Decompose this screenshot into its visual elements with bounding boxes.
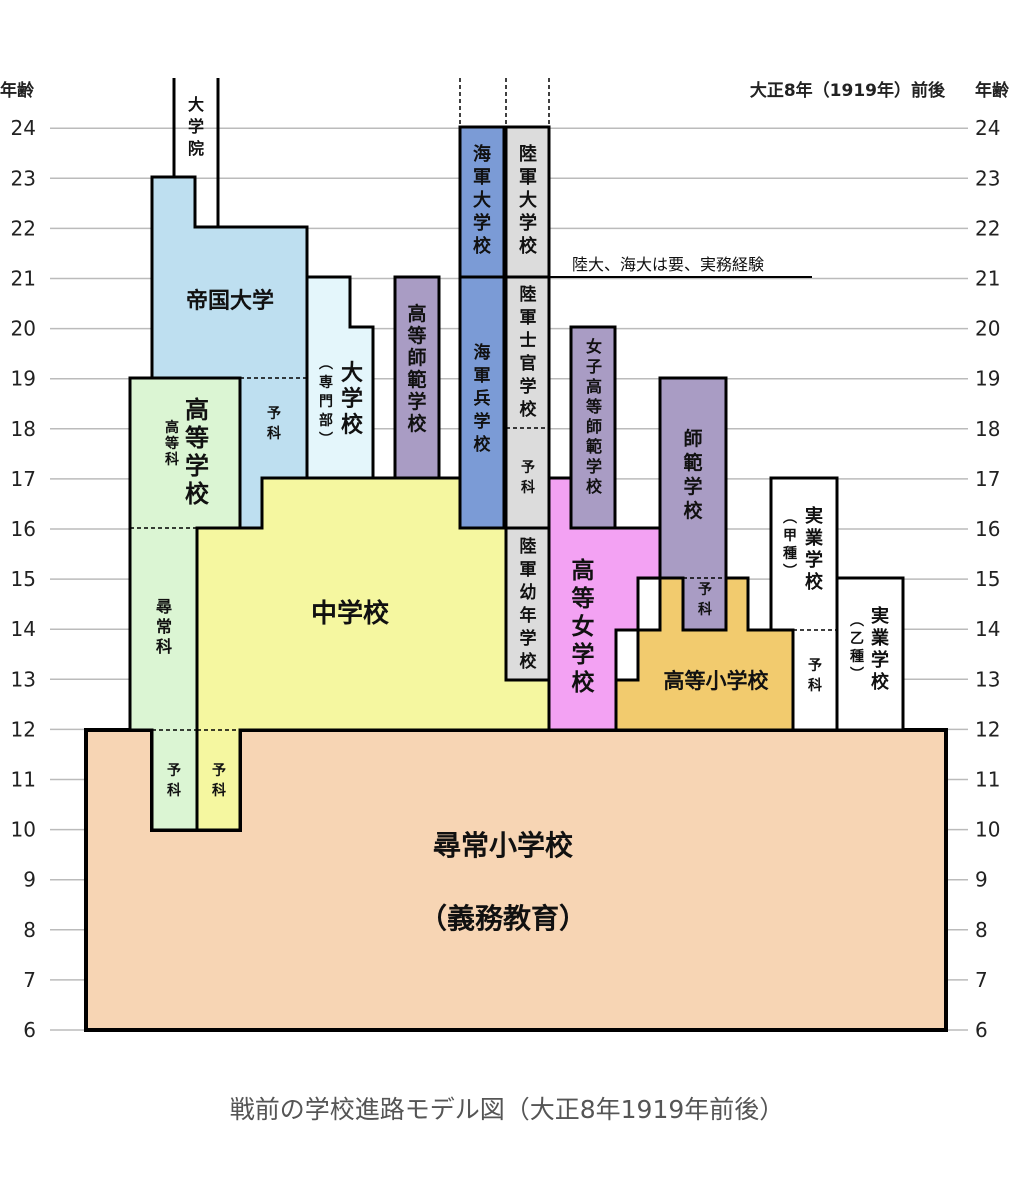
label-higher-course: 高等科 (165, 419, 179, 468)
label-army-prep: 予科 (521, 460, 535, 496)
label-vocational-b: 実業学校 (870, 605, 890, 693)
label-normal-higher: 高等師範学校 (406, 302, 427, 435)
right-axis-title: 年齢 (975, 80, 1010, 101)
label-imperial-prep: 予科 (267, 406, 281, 442)
label-ordinary-prep: 予科 (167, 763, 181, 799)
prep-dividers (130, 377, 837, 830)
label-middle-school: 中学校 (311, 598, 390, 629)
left-tick-label: 12 (11, 717, 36, 741)
right-tick-label: 13 (975, 667, 1000, 691)
age-axes: 年齢 年齢 大正8年（1919年）前後 6 6 7 7 8 8 9 9 10 10 11 11 12 12… (0, 80, 1010, 1042)
label-navy-academy: 海軍兵学校 (474, 342, 492, 455)
left-tick-label: 17 (11, 467, 36, 491)
school-path-diagram: 年齢 年齢 大正8年（1919年）前後 6 6 7 7 8 8 9 9 10 10 11 11 12 12… (0, 78, 1010, 1042)
label-imperial-university: 帝国大学 (186, 288, 274, 314)
label-college-sub: ︵専門部︶ (318, 356, 333, 448)
label-graduate-school: 大学院 (188, 95, 204, 158)
block-army-academy (504, 275, 551, 530)
label-vocational-a-sub: ︵甲種︶ (782, 510, 797, 580)
left-tick-label: 23 (11, 166, 36, 190)
left-tick-label: 22 (11, 216, 36, 240)
left-axis-title: 年齢 (0, 80, 35, 101)
right-tick-label: 19 (975, 367, 1000, 391)
label-middle-prep: 予科 (212, 763, 226, 799)
left-tick-label: 8 (23, 918, 36, 942)
label-elementary-school: 尋常小学校 (433, 829, 574, 862)
label-higher-school: 高等学校 (185, 396, 210, 508)
left-tick-label: 10 (11, 818, 36, 842)
left-tick-label: 21 (11, 267, 36, 291)
label-navy-war-college: 海軍大学校 (473, 143, 492, 257)
block-women-normal-higher (569, 325, 617, 530)
label-college: 大学校 (341, 361, 364, 438)
label-normal-prep: 予科 (698, 582, 712, 618)
block-vocational-b (835, 576, 905, 732)
right-tick-label: 6 (975, 1018, 988, 1042)
right-tick-label: 11 (975, 768, 1000, 792)
label-girls-high-school: 高等女学校 (572, 557, 596, 696)
block-labels: 大学院帝国大学高等学校高等科予科大学校︵専門部︶高等師範学校海軍大学校海軍兵学校… (156, 95, 890, 935)
right-tick-label: 8 (975, 918, 988, 942)
left-tick-label: 15 (11, 567, 36, 591)
left-tick-label: 24 (11, 116, 36, 140)
right-tick-label: 10 (975, 818, 1000, 842)
left-tick-label: 13 (11, 667, 36, 691)
label-army-youth: 陸軍幼年学校 (520, 536, 538, 672)
left-tick-label: 20 (11, 317, 36, 341)
label-army-academy: 陸軍士官学校 (520, 284, 538, 420)
left-tick-label: 19 (11, 367, 36, 391)
label-army-war-college: 陸軍大学校 (519, 143, 538, 257)
label-vocational-a: 実業学校 (804, 505, 824, 593)
school-blocks (84, 78, 948, 1032)
left-tick-label: 7 (23, 968, 36, 992)
right-tick-label: 15 (975, 567, 1000, 591)
left-tick-label: 14 (11, 617, 36, 641)
label-ordinary-course: 尋常科 (156, 597, 172, 656)
war-college-note: 陸大、海大は要、実務経験 (549, 255, 812, 278)
left-tick-label: 18 (11, 417, 36, 441)
label-higher-elementary: 高等小学校 (664, 669, 770, 693)
figure-caption: 戦前の学校進路モデル図（大正8年1919年前後） (229, 1095, 785, 1124)
right-tick-label: 14 (975, 617, 1000, 641)
block-army-war-college (504, 125, 551, 279)
right-tick-label: 20 (975, 317, 1000, 341)
label-vocational-b-sub: ︵乙種︶ (849, 613, 864, 683)
right-tick-label: 7 (975, 968, 988, 992)
block-navy-war-college (458, 125, 506, 279)
label-compulsory-education: （義務教育） (419, 902, 587, 935)
era-label: 大正8年（1919年）前後 (750, 80, 946, 101)
right-tick-label: 9 (975, 868, 988, 892)
right-tick-label: 23 (975, 166, 1000, 190)
label-vocational-prep: 予科 (808, 658, 822, 694)
right-tick-label: 22 (975, 216, 1000, 240)
right-tick-label: 12 (975, 717, 1000, 741)
right-tick-label: 18 (975, 417, 1000, 441)
label-women-normal-higher: 女子高等師範学校 (585, 337, 603, 496)
block-normal-higher (393, 275, 441, 480)
left-tick-label: 9 (23, 868, 36, 892)
right-tick-label: 21 (975, 267, 1000, 291)
right-tick-label: 24 (975, 116, 1000, 140)
right-tick-label: 16 (975, 517, 1000, 541)
left-tick-label: 6 (23, 1018, 36, 1042)
label-normal-school: 師範学校 (683, 427, 703, 522)
left-tick-label: 11 (11, 768, 36, 792)
block-college (305, 275, 375, 480)
left-tick-label: 16 (11, 517, 36, 541)
right-tick-label: 17 (975, 467, 1000, 491)
war-college-note-text: 陸大、海大は要、実務経験 (572, 255, 764, 274)
